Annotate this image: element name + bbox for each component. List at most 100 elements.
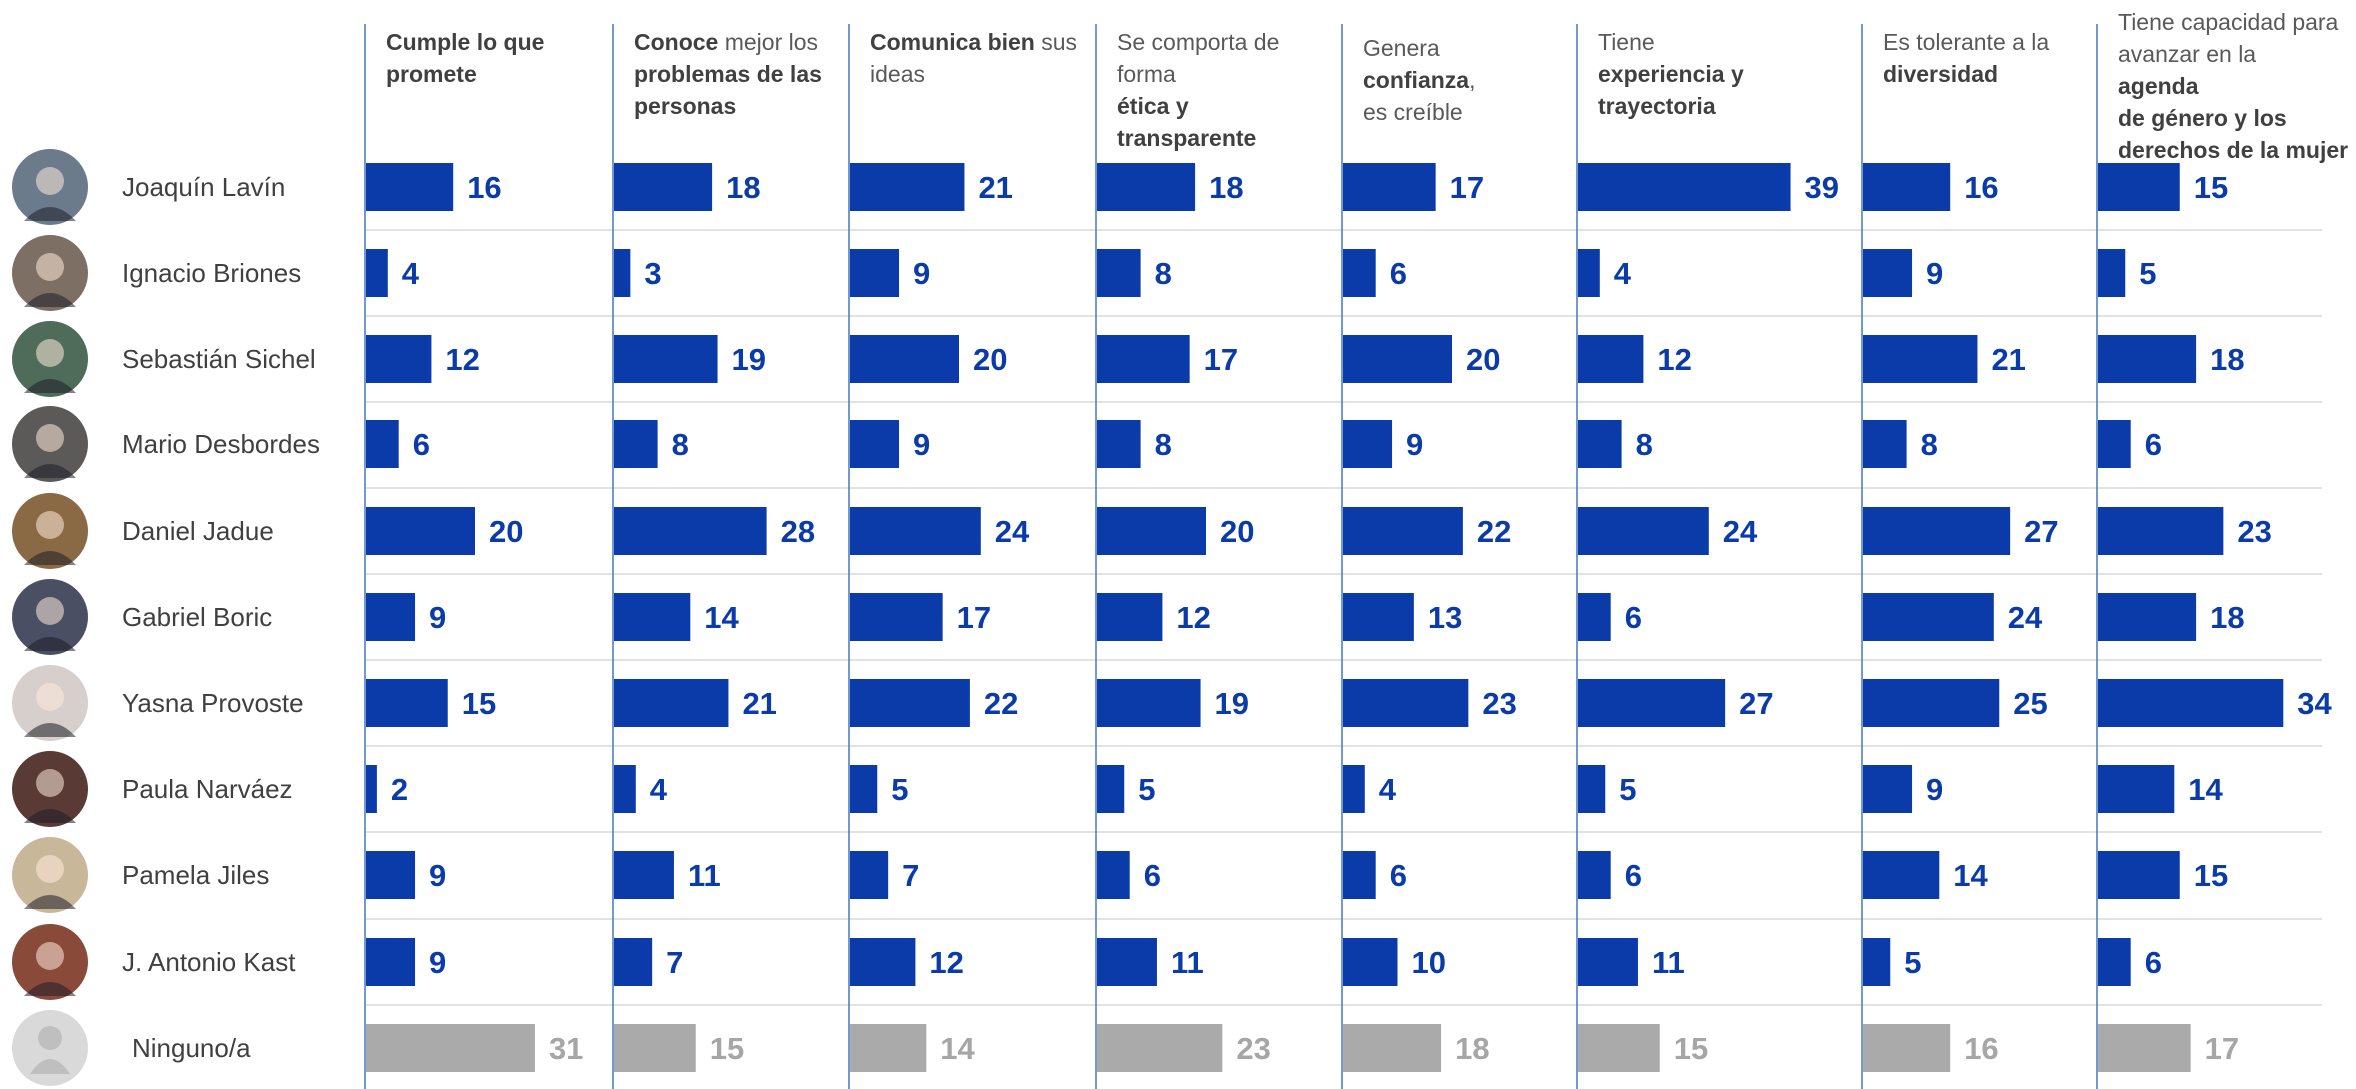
bar-value-label: 8 <box>1636 427 1653 462</box>
bar-value-label: 14 <box>940 1031 975 1066</box>
candidate-avatar <box>12 665 88 741</box>
column-header-text: trayectoria <box>1598 93 1716 119</box>
bar <box>1578 765 1606 813</box>
bar <box>1578 507 1709 555</box>
bar <box>1343 765 1365 813</box>
bar-value-label: 12 <box>1657 342 1691 377</box>
column-header-text: promete <box>386 61 477 87</box>
bar-value-label: 12 <box>1176 600 1210 635</box>
bar-value-label: 4 <box>1614 256 1632 291</box>
candidate-avatar <box>12 1010 88 1086</box>
bar <box>1863 249 1913 297</box>
bar <box>1343 593 1414 641</box>
bar-value-label: 2 <box>391 772 408 807</box>
bar <box>2098 249 2126 297</box>
bar-value-label: 21 <box>978 170 1012 205</box>
bar-value-label: 24 <box>2008 600 2043 635</box>
bar-value-label: 24 <box>1723 514 1758 549</box>
bar-value-label: 5 <box>1904 945 1921 980</box>
candidate-name: Gabriel Boric <box>122 602 272 632</box>
bar <box>1863 335 1978 383</box>
bar <box>1863 163 1951 211</box>
column-header-text: diversidad <box>1883 61 1998 87</box>
bar <box>1863 593 1994 641</box>
bar <box>1097 765 1125 813</box>
bar-value-label: 24 <box>995 514 1030 549</box>
bar-value-label: 17 <box>1204 342 1238 377</box>
bar <box>1343 507 1463 555</box>
bar-value-label: 4 <box>650 772 668 807</box>
bar-value-label: 15 <box>710 1031 744 1066</box>
candidate-avatar <box>12 837 88 913</box>
bar <box>2098 593 2197 641</box>
bar-value-label: 14 <box>2188 772 2223 807</box>
column-header-text: Genera <box>1363 35 1446 61</box>
bar <box>366 593 416 641</box>
bar-value-label: 6 <box>413 427 430 462</box>
bar-value-label: 19 <box>732 342 766 377</box>
candidate-name: J. Antonio Kast <box>122 947 296 977</box>
column-header-text: sus <box>1035 29 1077 55</box>
bar-value-label: 9 <box>1406 427 1423 462</box>
bar-value-label: 8 <box>1155 256 1172 291</box>
bar <box>1863 938 1891 986</box>
column-header: Comunica bien sus ideas <box>870 29 1077 87</box>
column-header: Tiene experiencia y trayectoria <box>1598 29 1744 119</box>
candidate-name: Ignacio Briones <box>122 258 301 288</box>
bar <box>1343 679 1469 727</box>
bar-value-label: 16 <box>1964 1031 1998 1066</box>
bar-value-label: 15 <box>462 686 496 721</box>
bar <box>2098 163 2180 211</box>
bar <box>850 679 970 727</box>
bar <box>614 249 631 297</box>
candidate-name: Yasna Provoste <box>122 688 304 718</box>
column-header: Conoce mejor los problemas de las personas <box>634 29 822 119</box>
bar <box>1343 420 1393 468</box>
bar-value-label: 18 <box>1455 1031 1489 1066</box>
bar <box>366 1024 535 1072</box>
bar <box>1343 938 1398 986</box>
bar <box>2098 765 2175 813</box>
bar-marks: 16 18 21 18 17 39 16 154 3 9 8 6 4 9 512 19 20 17 20 12 21 18… <box>366 163 2333 1072</box>
bar <box>1097 507 1206 555</box>
bar <box>1863 1024 1951 1072</box>
person-icon <box>38 1026 62 1050</box>
bar <box>366 335 432 383</box>
column-header-text: Conoce <box>634 29 718 55</box>
bar <box>1863 679 2000 727</box>
person-icon-body <box>30 1059 70 1074</box>
bar-value-label: 6 <box>1390 256 1407 291</box>
bar <box>1863 765 1913 813</box>
bar <box>1578 249 1600 297</box>
bar-value-label: 3 <box>644 256 661 291</box>
candidate-name: Joaquín Lavín <box>122 172 285 202</box>
bar <box>2098 507 2224 555</box>
bar <box>614 507 767 555</box>
column-header-text: Tiene <box>1598 29 1661 55</box>
bar <box>1578 163 1791 211</box>
bar <box>1343 249 1376 297</box>
candidate-avatar <box>12 924 88 1000</box>
bar <box>614 938 653 986</box>
bar-value-label: 15 <box>1674 1031 1708 1066</box>
bar <box>2098 335 2197 383</box>
bar <box>1343 1024 1442 1072</box>
bar-value-label: 4 <box>1379 772 1397 807</box>
row-gridlines <box>366 229 2322 1006</box>
bar-value-label: 15 <box>2194 170 2228 205</box>
bar <box>1097 1024 1223 1072</box>
column-header-text: forma <box>1117 61 1182 87</box>
bar-value-label: 18 <box>2210 600 2244 635</box>
column-header-text: avanzar en la <box>2118 41 2262 67</box>
bar <box>1097 593 1163 641</box>
column-header-text: confianza <box>1363 67 1469 93</box>
bar <box>614 420 658 468</box>
bar-value-label: 14 <box>1953 858 1988 893</box>
bar-value-label: 21 <box>742 686 776 721</box>
bar-value-label: 14 <box>704 600 739 635</box>
bar <box>1863 851 1940 899</box>
bar <box>366 420 399 468</box>
bar <box>1097 335 1190 383</box>
bar <box>614 163 713 211</box>
